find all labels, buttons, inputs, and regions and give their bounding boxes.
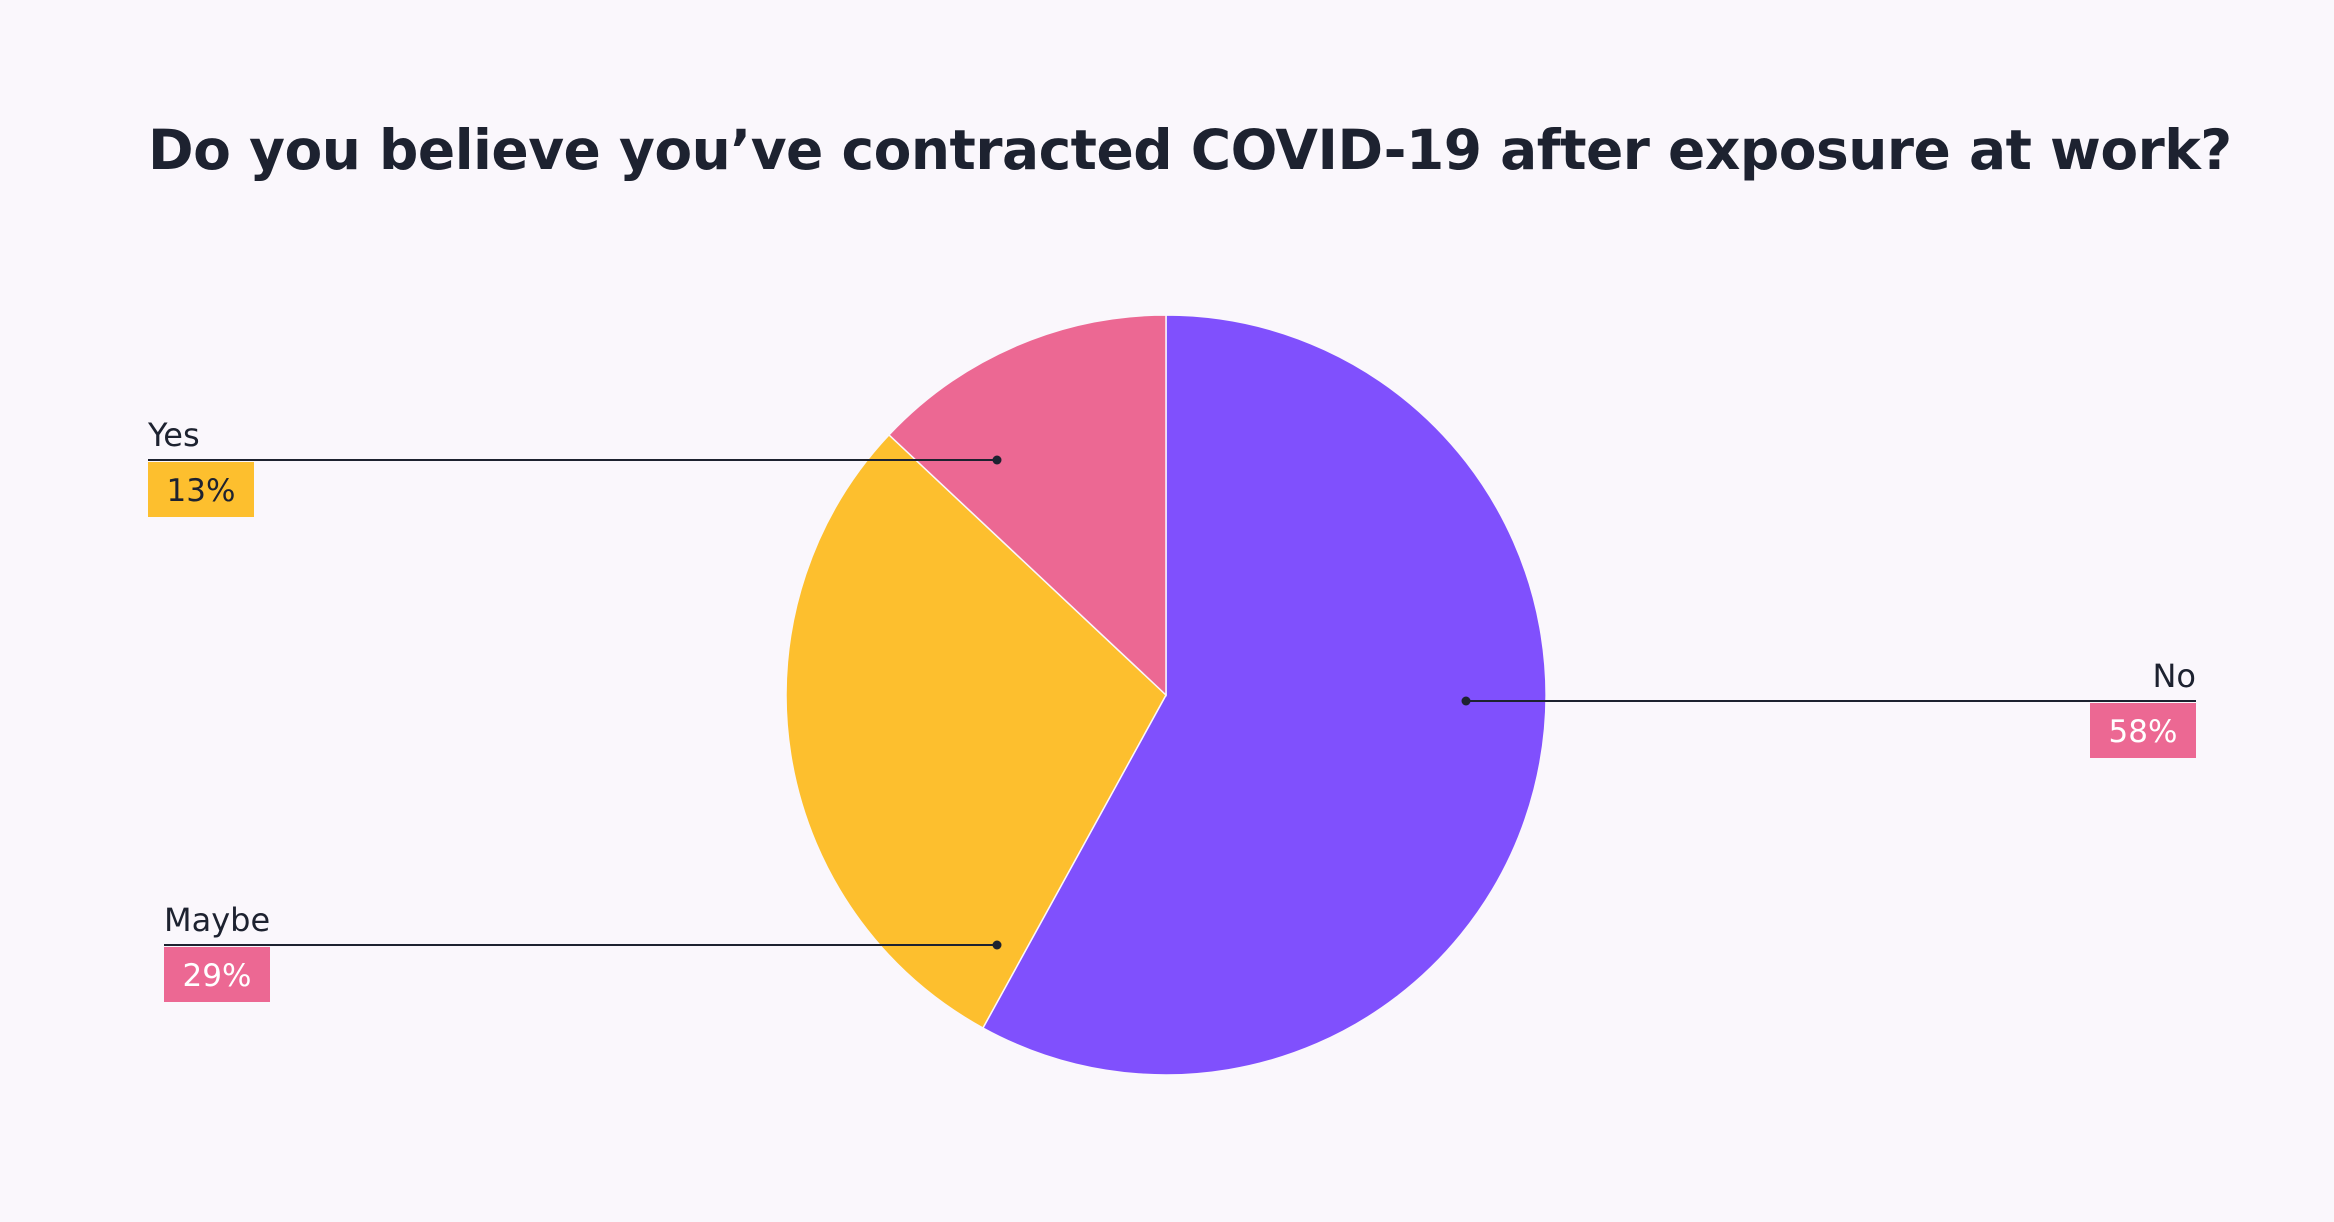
value-label-maybe: 29%: [183, 958, 252, 994]
value-label-yes: 13%: [167, 473, 236, 509]
leader-dot-no: [1461, 696, 1471, 706]
leader-dot-yes: [992, 455, 1002, 465]
value-badge-no: [2090, 703, 2196, 758]
pie-slice-maybe: [785, 433, 1167, 1030]
value-badge-yes: [148, 462, 254, 517]
pie-slice-no: [981, 314, 1547, 1076]
pie-slice-yes: [887, 314, 1167, 697]
chart-title: Do you believe you’ve contracted COVID-1…: [148, 118, 2232, 182]
slice-label-no: No: [2152, 657, 2196, 695]
slice-label-yes: Yes: [147, 416, 200, 454]
value-badge-maybe: [164, 947, 270, 1002]
leader-dot-maybe: [992, 940, 1002, 950]
value-label-no: 58%: [2109, 714, 2178, 750]
slice-label-maybe: Maybe: [164, 901, 270, 939]
